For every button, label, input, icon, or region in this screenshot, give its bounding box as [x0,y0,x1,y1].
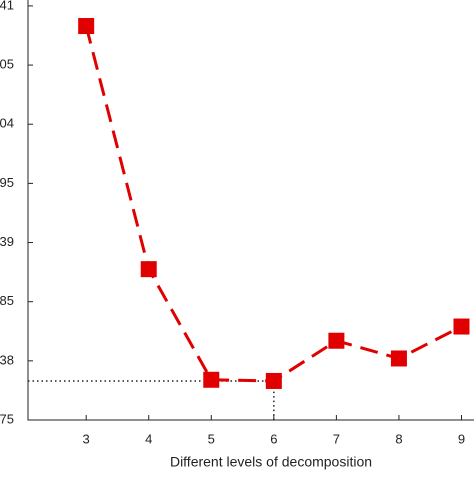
x-tick-label: 7 [333,431,340,446]
x-tick-label: 5 [208,431,215,446]
y-tick-label: 75 [0,411,14,426]
x-tick-label: 8 [395,431,402,446]
x-tick-label: 6 [270,431,277,446]
y-tick-label: 38 [0,352,14,367]
y-tick-label: 05 [0,57,14,72]
series-line [84,25,463,383]
axes-frame [27,0,474,421]
y-tick-label: 85 [0,293,14,308]
x-tick-label: 4 [145,431,152,446]
x-tick-label: 3 [83,431,90,446]
x-axis-label: Different levels of decomposition [170,454,372,470]
y-tick-label: 39 [0,234,14,249]
marker [328,332,345,349]
y-tick-label: 04 [0,116,14,131]
marker [203,371,220,388]
marker [453,318,470,335]
marker [390,350,407,367]
min-guide [28,380,275,420]
marker [78,18,95,35]
y-tick-label: 95 [0,175,14,190]
x-tick-label: 9 [458,431,465,446]
marker [140,261,157,278]
y-tick-label: 41 [0,0,14,12]
marker [265,372,282,389]
